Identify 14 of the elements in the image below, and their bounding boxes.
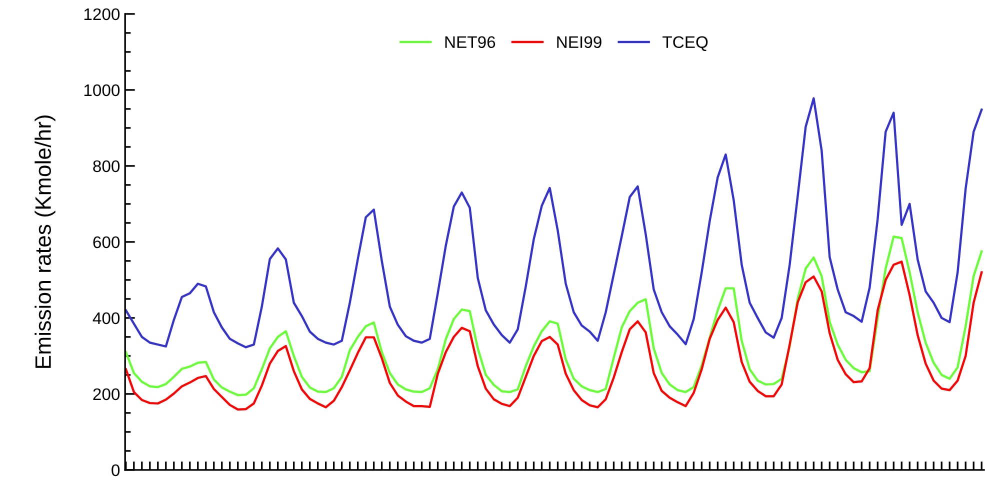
line-series [125, 97, 983, 348]
legend-label: NEI99 [557, 36, 602, 48]
y-tick-label: 400 [92, 312, 120, 324]
y-tick-label: 1000 [84, 84, 120, 96]
y-tick-label: 0 [112, 464, 120, 476]
y-tick-label: 600 [93, 236, 120, 248]
y-tick-label: 1200 [84, 8, 120, 20]
line-series [125, 236, 983, 396]
line-series [125, 260, 983, 411]
legend-label: TCEQ [662, 36, 708, 52]
y-tick-label: 200 [93, 388, 120, 400]
legend-label: NET96 [445, 36, 496, 48]
y-tick-label: 800 [93, 160, 120, 172]
y-axis-title: Emission rates (Kmole/hr) [34, 116, 56, 368]
